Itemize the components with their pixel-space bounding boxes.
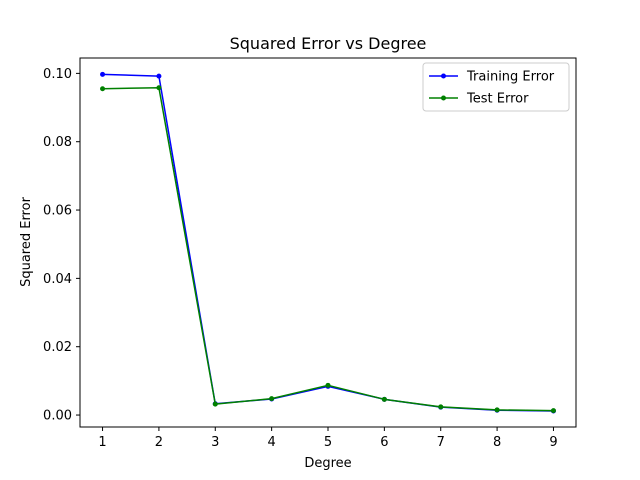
y-tick-label: 0.10: [43, 67, 72, 82]
x-axis-label: Degree: [304, 456, 351, 471]
x-tick-label: 9: [549, 435, 557, 450]
test-error-point: [269, 396, 275, 402]
y-tick-label: 0.08: [43, 135, 72, 150]
x-tick-label: 8: [493, 435, 501, 450]
test-error-point: [494, 407, 500, 413]
x-tick-label: 6: [380, 435, 388, 450]
y-tick-label: 0.00: [43, 409, 72, 424]
x-tick-label: 4: [267, 435, 275, 450]
x-tick-label: 5: [324, 435, 332, 450]
test-error-point: [156, 85, 162, 91]
y-tick-label: 0.06: [43, 204, 72, 219]
y-axis-label: Squared Error: [19, 196, 34, 286]
legend-box: [422, 62, 570, 112]
chart-title: Squared Error vs Degree: [230, 34, 427, 53]
legend: Training Error Test Error: [422, 62, 570, 112]
x-tick-label: 3: [211, 435, 219, 450]
plot-frame: [79, 57, 577, 428]
test-error-point: [438, 404, 444, 410]
training-error-point: [100, 71, 106, 77]
legend-label-test-error: Test Error: [466, 92, 529, 107]
test-error-point: [325, 382, 331, 388]
test-error-point: [550, 408, 556, 414]
x-tick-label: 2: [155, 435, 163, 450]
x-axis-ticks: 1 2 3 4 5 6 7 8 9: [98, 427, 558, 450]
y-tick-label: 0.02: [43, 340, 72, 355]
test-error-point: [381, 396, 387, 402]
test-error-point: [100, 86, 106, 92]
x-tick-label: 1: [98, 435, 106, 450]
legend-label-training-error: Training Error: [466, 70, 555, 85]
plot-lines: [100, 71, 556, 414]
legend-marker-test-error: [441, 95, 446, 101]
test-error-point: [212, 401, 218, 407]
legend-marker-training-error: [441, 73, 446, 79]
y-tick-label: 0.04: [43, 272, 72, 287]
x-tick-label: 7: [437, 435, 445, 450]
training-error-point: [156, 73, 162, 79]
y-axis-ticks: 0.00 0.02 0.04 0.06 0.08 0.10: [43, 67, 80, 424]
